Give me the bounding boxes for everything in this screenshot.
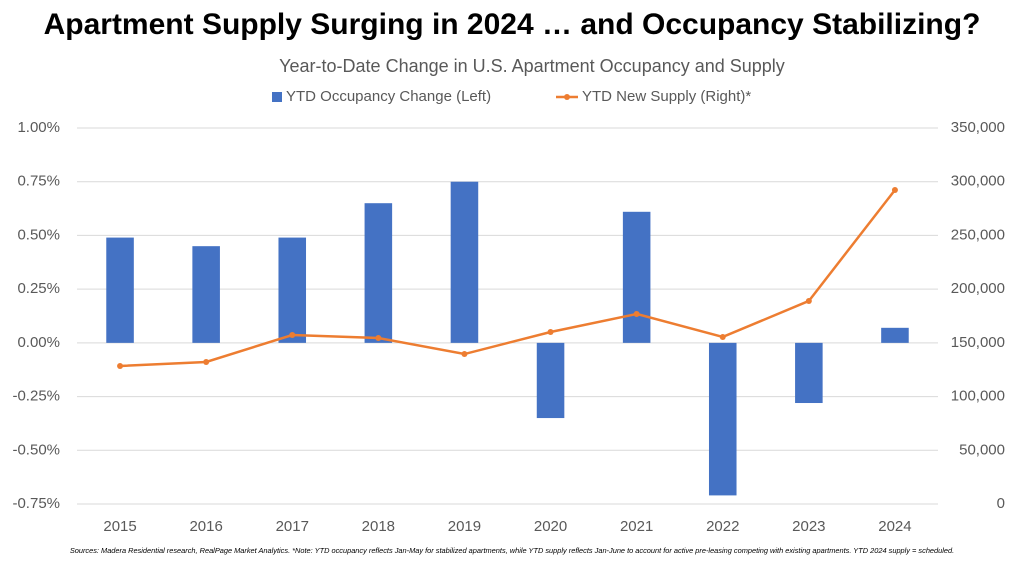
- line-marker: [117, 362, 124, 369]
- legend-label: YTD New Supply (Right)*: [582, 88, 751, 105]
- bar: [795, 342, 823, 404]
- line-marker: [203, 358, 210, 365]
- line-marker: [547, 329, 554, 336]
- bar: [536, 342, 565, 419]
- chart-subtitle: Year-to-Date Change in U.S. Apartment Oc…: [279, 56, 785, 76]
- bar: [192, 246, 220, 343]
- legend-swatch: [564, 94, 570, 100]
- line-marker: [375, 335, 382, 342]
- x-tick-label: 2021: [620, 518, 653, 535]
- x-tick-label: 2024: [878, 518, 911, 535]
- bar: [708, 342, 737, 496]
- bar: [450, 181, 479, 343]
- line-marker: [805, 297, 812, 304]
- chart-title: Apartment Supply Surging in 2024 … and O…: [44, 8, 981, 41]
- x-tick-label: 2015: [103, 518, 136, 535]
- x-tick-label: 2016: [189, 518, 222, 535]
- x-tick-label: 2020: [534, 518, 567, 535]
- bar: [622, 211, 651, 343]
- y-tick-label: -0.25%: [12, 388, 60, 405]
- y-tick-label: 0.25%: [17, 280, 60, 297]
- y2-tick-label: 50,000: [959, 441, 1005, 458]
- y2-tick-label: 300,000: [951, 173, 1005, 190]
- x-tick-label: 2018: [362, 518, 395, 535]
- line-marker: [289, 332, 296, 339]
- x-tick-label: 2017: [276, 518, 309, 535]
- bar: [881, 327, 909, 343]
- x-tick-label: 2022: [706, 518, 739, 535]
- y2-tick-label: 150,000: [951, 334, 1005, 351]
- y2-tick-label: 250,000: [951, 226, 1005, 243]
- y-tick-label: -0.75%: [12, 495, 60, 512]
- bar: [278, 237, 307, 343]
- y2-tick-label: 100,000: [951, 388, 1005, 405]
- y-tick-label: -0.50%: [12, 441, 60, 458]
- legend-label: YTD Occupancy Change (Left): [286, 88, 491, 105]
- y-tick-label: 1.00%: [17, 119, 60, 136]
- footnote: Sources: Madera Residential research, Re…: [70, 546, 954, 555]
- x-tick-label: 2019: [448, 518, 481, 535]
- bar: [364, 203, 393, 343]
- bar: [106, 237, 134, 343]
- line: [119, 189, 896, 368]
- line-marker: [719, 333, 726, 340]
- y-tick-label: 0.00%: [17, 334, 60, 351]
- x-tick-label: 2023: [792, 518, 825, 535]
- y2-tick-label: 350,000: [951, 119, 1005, 136]
- y2-tick-label: 0: [997, 495, 1005, 512]
- y-tick-label: 0.50%: [17, 226, 60, 243]
- line-marker: [891, 186, 898, 193]
- line-marker: [633, 310, 640, 317]
- legend-swatch: [272, 92, 282, 102]
- y2-tick-label: 200,000: [951, 280, 1005, 297]
- line-marker: [461, 351, 468, 358]
- y-tick-label: 0.75%: [17, 173, 60, 190]
